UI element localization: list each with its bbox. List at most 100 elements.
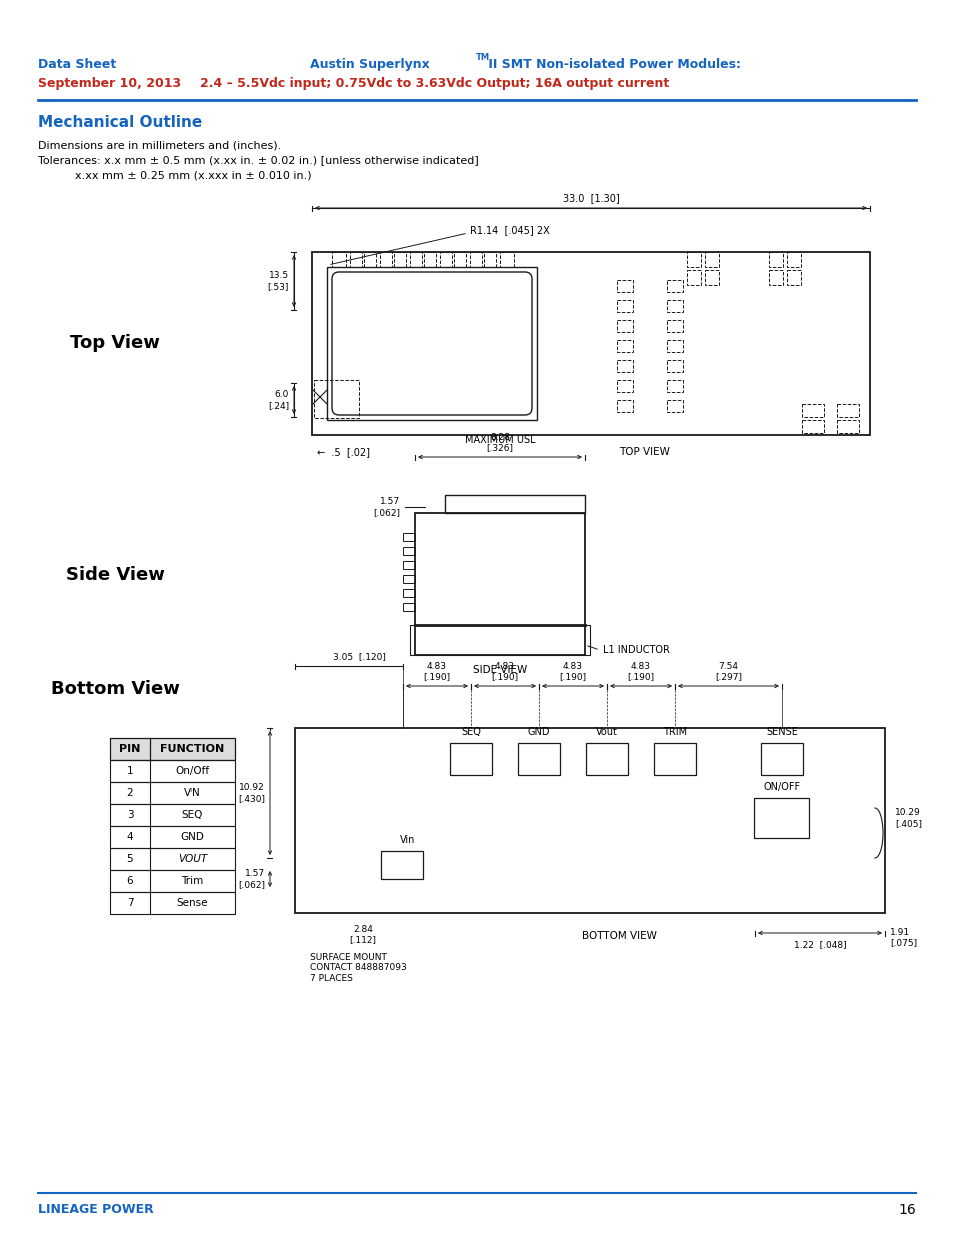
Bar — [110, 826, 234, 848]
Bar — [332, 252, 346, 267]
Bar — [666, 340, 682, 352]
Bar — [617, 380, 633, 391]
Text: 2.4 – 5.5Vdc input; 0.75Vdc to 3.63Vdc Output; 16A output current: 2.4 – 5.5Vdc input; 0.75Vdc to 3.63Vdc O… — [200, 77, 669, 90]
Bar — [704, 270, 719, 285]
Text: 16: 16 — [898, 1203, 915, 1216]
Text: 33.0  [1.30]: 33.0 [1.30] — [562, 193, 618, 203]
Bar — [402, 589, 415, 597]
Text: II SMT Non-isolated Power Modules:: II SMT Non-isolated Power Modules: — [483, 58, 740, 70]
Text: ON/OFF: ON/OFF — [762, 782, 800, 792]
Text: GND: GND — [527, 727, 550, 737]
Text: L1 INDUCTOR: L1 INDUCTOR — [602, 645, 669, 655]
Text: SURFACE MOUNT
CONTACT 848887093
7 PLACES: SURFACE MOUNT CONTACT 848887093 7 PLACES — [310, 953, 406, 983]
Bar — [444, 495, 584, 513]
Text: R1.14  [.045] 2X: R1.14 [.045] 2X — [470, 225, 549, 235]
Text: MAXIMUM USL: MAXIMUM USL — [464, 435, 535, 445]
Bar — [617, 400, 633, 412]
Text: Sense: Sense — [176, 898, 208, 908]
Text: FUNCTION: FUNCTION — [160, 743, 224, 755]
Bar — [470, 252, 483, 267]
Text: 3.05  [.120]: 3.05 [.120] — [333, 652, 385, 661]
Bar — [481, 252, 496, 267]
Bar — [768, 252, 782, 267]
Text: 7: 7 — [127, 898, 133, 908]
Bar — [379, 252, 394, 267]
Text: 2: 2 — [127, 788, 133, 798]
Text: 6: 6 — [127, 876, 133, 885]
Bar — [327, 267, 537, 420]
Text: 1.91
[.075]: 1.91 [.075] — [889, 927, 916, 947]
Bar — [402, 576, 415, 583]
Text: Trim: Trim — [181, 876, 203, 885]
Bar — [768, 270, 782, 285]
Text: 10.92
[.430]: 10.92 [.430] — [237, 783, 265, 803]
Bar — [402, 534, 415, 541]
Bar — [110, 869, 234, 892]
Text: Top View: Top View — [70, 335, 160, 352]
Text: Vin: Vin — [400, 835, 416, 845]
Text: 10.29
[.405]: 10.29 [.405] — [894, 808, 921, 827]
Text: 7.54
[.297]: 7.54 [.297] — [714, 662, 741, 680]
Bar — [402, 547, 415, 555]
Text: 1.57
[.062]: 1.57 [.062] — [237, 869, 265, 889]
Text: 13.5
[.53]: 13.5 [.53] — [268, 272, 289, 290]
Bar — [110, 848, 234, 869]
Bar — [421, 252, 436, 267]
Text: PIN: PIN — [119, 743, 140, 755]
Bar — [517, 743, 559, 776]
Text: VᴵN: VᴵN — [184, 788, 201, 798]
Bar — [380, 851, 422, 879]
Bar — [617, 280, 633, 291]
Bar — [666, 400, 682, 412]
Text: 6.0
[.24]: 6.0 [.24] — [268, 390, 289, 410]
Bar — [350, 252, 364, 267]
Text: Side View: Side View — [66, 566, 164, 584]
Text: VOUT: VOUT — [177, 853, 207, 864]
Text: x.xx mm ± 0.25 mm (x.xxx in ± 0.010 in.): x.xx mm ± 0.25 mm (x.xxx in ± 0.010 in.) — [75, 170, 312, 180]
Text: Austin Superlynx: Austin Superlynx — [310, 58, 429, 70]
Bar — [450, 743, 492, 776]
Text: 4.83
[.190]: 4.83 [.190] — [491, 662, 518, 680]
Text: 4.83
[.190]: 4.83 [.190] — [627, 662, 654, 680]
Bar — [704, 252, 719, 267]
Text: SEQ: SEQ — [460, 727, 480, 737]
Bar — [786, 270, 801, 285]
Text: LINEAGE POWER: LINEAGE POWER — [38, 1203, 153, 1216]
Bar — [110, 892, 234, 914]
Bar — [314, 380, 358, 417]
Bar — [617, 300, 633, 312]
Bar — [585, 743, 627, 776]
Text: Dimensions are in millimeters and (inches).: Dimensions are in millimeters and (inche… — [38, 140, 281, 149]
Bar — [666, 380, 682, 391]
Bar — [499, 252, 514, 267]
Bar — [402, 603, 415, 611]
Bar — [110, 739, 234, 760]
Bar — [392, 252, 406, 267]
Bar — [361, 252, 375, 267]
Bar — [666, 300, 682, 312]
Bar — [452, 252, 465, 267]
Bar — [836, 420, 858, 433]
Text: September 10, 2013: September 10, 2013 — [38, 77, 181, 90]
Bar — [801, 404, 823, 417]
Bar — [439, 252, 454, 267]
Text: TOP VIEW: TOP VIEW — [618, 447, 669, 457]
Bar — [410, 252, 423, 267]
Bar — [402, 561, 415, 569]
Text: 5: 5 — [127, 853, 133, 864]
Text: TRIM: TRIM — [662, 727, 686, 737]
Text: GND: GND — [180, 832, 204, 842]
Bar — [415, 513, 584, 655]
Text: SEQ: SEQ — [182, 810, 203, 820]
Text: SENSE: SENSE — [765, 727, 797, 737]
Bar — [666, 320, 682, 332]
Bar — [110, 782, 234, 804]
Text: 8.28
[.326]: 8.28 [.326] — [486, 432, 513, 452]
Bar — [110, 804, 234, 826]
Bar — [666, 359, 682, 372]
Text: 3: 3 — [127, 810, 133, 820]
Text: 4: 4 — [127, 832, 133, 842]
Bar — [410, 625, 589, 655]
Text: TM: TM — [476, 53, 490, 62]
Bar — [294, 727, 884, 913]
